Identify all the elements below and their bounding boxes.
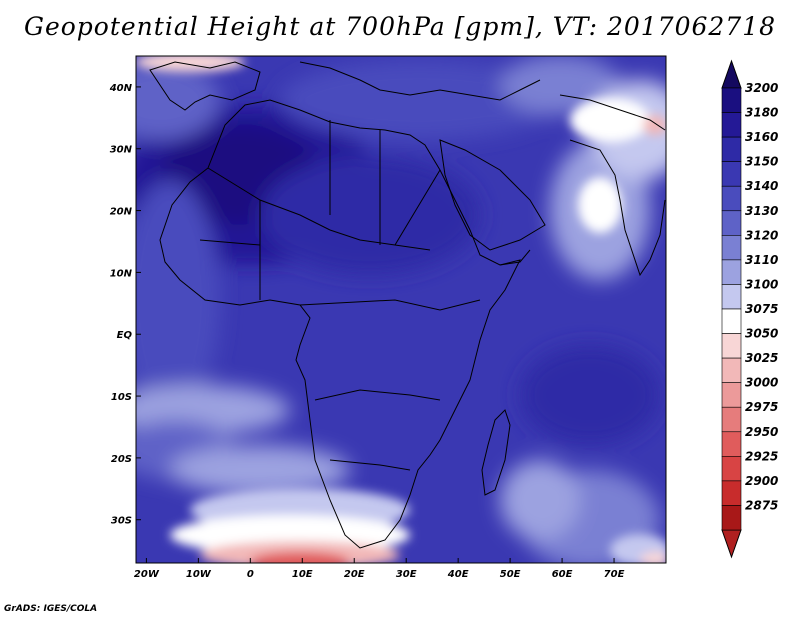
colorbar-level-label: 3150 — [745, 155, 778, 169]
coastline-outlines — [149, 61, 666, 549]
colorbar-swatch — [721, 87, 742, 113]
x-tick-label: 10W — [186, 569, 212, 580]
colorbar-legend: 3200 3180 3160 3150 3140 3130 3120 3110 3100 3075… — [721, 59, 778, 559]
x-tick-label: 70E — [604, 569, 625, 580]
colorbar-swatch — [721, 210, 742, 236]
x-tick-label: 0 — [247, 569, 254, 580]
colorbar-swatch — [721, 406, 742, 433]
y-tick-label: 20N — [110, 207, 133, 218]
x-tick-label: 10E — [292, 569, 313, 580]
colorbar-level-label: 3130 — [745, 204, 778, 218]
colorbar-bottom-arrow — [721, 529, 742, 559]
colorbar-swatch — [721, 112, 742, 138]
colorbar-level-label: 3075 — [745, 302, 778, 316]
colorbar-swatch — [721, 357, 742, 383]
longitude-axis: 20W 10W 0 10E 20E 30E 40E 50E 60E 70E — [134, 558, 625, 580]
y-tick-label: 10N — [110, 268, 133, 279]
y-tick-label: 40N — [109, 83, 133, 94]
colorbar-swatch — [721, 284, 742, 310]
plot-frame — [135, 55, 667, 564]
colorbar-level-label: 2900 — [745, 474, 778, 488]
height-field-shading — [136, 56, 666, 563]
y-tick-label: EQ — [117, 330, 133, 341]
colorbar-swatch — [721, 185, 742, 212]
colorbar-level-label: 3110 — [745, 253, 778, 267]
colorbar-level-label: 3160 — [745, 130, 778, 144]
y-tick-label: 30N — [110, 145, 133, 156]
colorbar-swatch — [721, 333, 742, 359]
grads-credit: GrADS: IGES/COLA — [4, 604, 98, 614]
colorbar-swatch — [721, 308, 742, 334]
colorbar-level-label: 3140 — [745, 179, 778, 193]
x-tick-label: 20W — [134, 569, 160, 580]
colorbar-level-label: 2875 — [745, 498, 778, 512]
colorbar-swatch — [721, 456, 742, 482]
map-title: Geopotential Height at 700hPa [gpm], VT:… — [23, 12, 777, 41]
x-tick-label: 60E — [552, 569, 573, 580]
colorbar-level-label: 3050 — [745, 327, 778, 341]
y-tick-label: 30S — [111, 516, 132, 527]
colorbar-level-label: 2925 — [745, 449, 778, 463]
colorbar-level-label: 2950 — [745, 425, 778, 439]
colorbar-level-label: 2975 — [745, 400, 778, 414]
latitude-axis: 40N 30N 20N 10N EQ 10S 20S 30S — [109, 83, 141, 527]
colorbar-level-label: 3120 — [745, 228, 778, 242]
colorbar-level-label: 3100 — [745, 277, 778, 291]
x-tick-label: 20E — [344, 569, 365, 580]
colorbar-swatch — [721, 431, 742, 457]
colorbar-level-label: 3000 — [745, 376, 778, 390]
y-tick-label: 20S — [111, 454, 132, 465]
colorbar-level-label: 3025 — [745, 351, 778, 365]
colorbar-swatch — [721, 161, 742, 187]
x-tick-label: 50E — [500, 569, 521, 580]
colorbar-swatch — [721, 259, 742, 285]
colorbar-level-label: 3180 — [745, 106, 778, 120]
colorbar-top-arrow — [721, 59, 742, 89]
x-tick-label: 30E — [396, 569, 417, 580]
colorbar-swatch — [721, 505, 742, 531]
y-tick-label: 10S — [111, 392, 132, 403]
colorbar-swatch — [721, 235, 742, 261]
colorbar-level-label: 3200 — [745, 81, 778, 95]
colorbar-swatch — [721, 136, 742, 162]
colorbar-swatch — [721, 480, 742, 506]
colorbar-swatch — [721, 382, 742, 408]
x-tick-label: 40E — [447, 569, 469, 580]
